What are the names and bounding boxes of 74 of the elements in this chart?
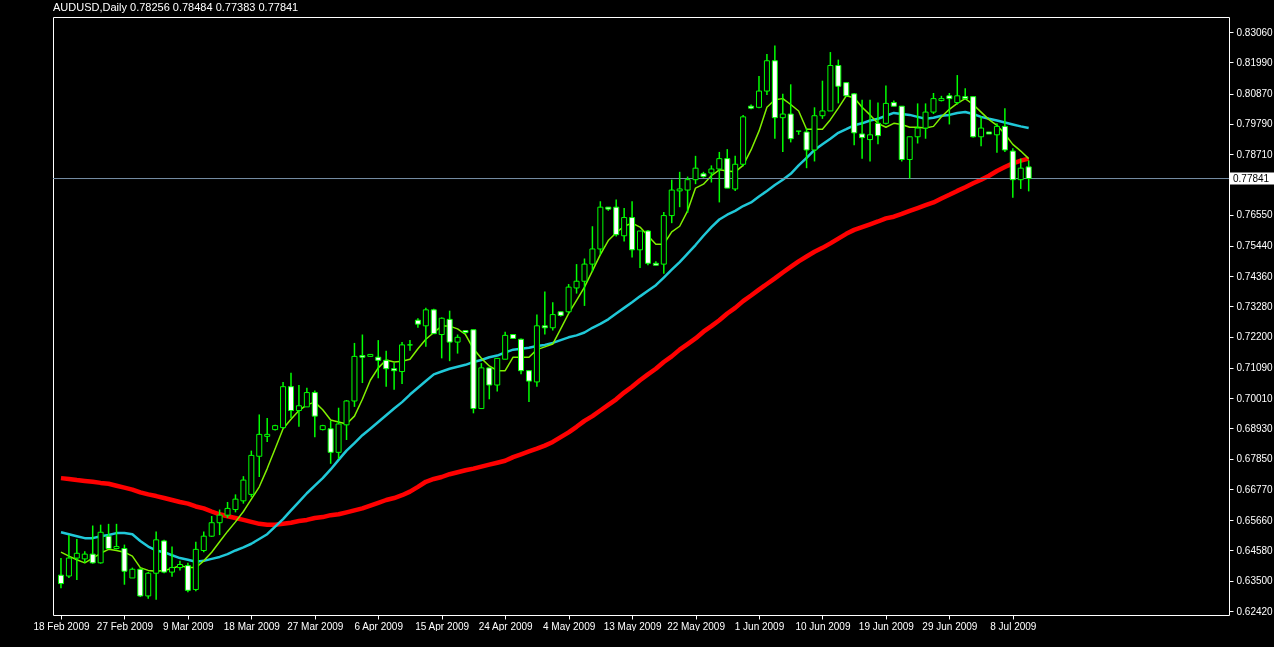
y-tick-label: 0.78710 xyxy=(1236,148,1274,160)
x-tick-label: 27 Feb 2009 xyxy=(96,620,154,632)
x-tick-label: 29 Jun 2009 xyxy=(922,620,978,632)
y-tick-label: 0.83060 xyxy=(1236,26,1274,38)
x-tick-label: 9 Mar 2009 xyxy=(163,620,215,632)
ref-line-label: 0.77841 xyxy=(1233,172,1270,184)
candlestick xyxy=(549,301,556,332)
line-series xyxy=(58,156,1031,527)
y-tick-label: 0.66770 xyxy=(1236,483,1274,495)
candlestick xyxy=(502,330,509,360)
y-tick-label: 0.75440 xyxy=(1236,240,1274,252)
candlestick xyxy=(541,290,548,336)
y-tick-label: 0.71090 xyxy=(1236,362,1274,374)
y-tick-label: 0.81990 xyxy=(1236,56,1274,68)
chart-title: AUDUSD,Daily 0.78256 0.78484 0.77383 0.77841 xyxy=(53,1,299,13)
candlestick xyxy=(1001,107,1008,153)
y-tick-label: 0.64580 xyxy=(1236,544,1274,556)
y-tick-label: 0.72200 xyxy=(1236,331,1274,343)
y-tick-label: 0.76550 xyxy=(1236,209,1274,221)
x-tick-label: 10 Jun 2009 xyxy=(795,620,851,632)
x-tick-label: 19 Jun 2009 xyxy=(858,620,915,632)
y-tick-label: 0.63500 xyxy=(1236,575,1274,587)
x-tick-label: 4 May 2009 xyxy=(542,620,596,632)
x-tick-label: 13 May 2009 xyxy=(603,620,662,632)
candlestick xyxy=(406,339,413,352)
candlestick xyxy=(859,98,866,160)
candlestick xyxy=(383,350,390,388)
candlestick xyxy=(621,207,628,243)
candlestick xyxy=(993,122,1000,154)
candlestick xyxy=(1025,159,1032,193)
candlestick xyxy=(73,538,80,581)
x-tick-label: 24 Apr 2009 xyxy=(478,620,534,632)
candlestick xyxy=(311,389,318,438)
x-tick-label: 18 Mar 2009 xyxy=(223,620,281,632)
candlestick xyxy=(303,387,310,408)
y-tick-label: 0.73280 xyxy=(1236,300,1274,312)
y-tick-label: 0.67850 xyxy=(1236,453,1274,465)
x-tick-label: 1 Jun 2009 xyxy=(734,620,785,632)
candlestick xyxy=(962,87,969,101)
candlestick xyxy=(422,307,429,348)
candlestick xyxy=(882,84,889,126)
x-tick-label: 15 Apr 2009 xyxy=(415,620,470,632)
candlestick xyxy=(755,75,762,109)
candlestick xyxy=(57,557,64,590)
x-tick-label: 6 Apr 2009 xyxy=(354,620,404,632)
candlestick xyxy=(637,230,644,269)
candlestick xyxy=(375,339,382,380)
y-tick-label: 0.80870 xyxy=(1236,88,1274,100)
x-tick-label: 22 May 2009 xyxy=(667,620,726,632)
y-tick-label: 0.74360 xyxy=(1236,270,1274,282)
candlestick xyxy=(295,384,302,428)
y-tick-label: 0.79790 xyxy=(1236,118,1274,130)
candlestick xyxy=(978,116,985,148)
candlestick xyxy=(874,101,881,146)
candlestick xyxy=(264,417,271,443)
candlestick xyxy=(430,307,437,335)
candlestick xyxy=(256,413,263,478)
candlestick xyxy=(288,371,294,419)
x-tick-label: 8 Jul 2009 xyxy=(990,620,1037,632)
candlestick xyxy=(200,530,207,553)
candlestick xyxy=(1017,157,1024,190)
x-tick-label: 27 Mar 2009 xyxy=(287,620,344,632)
candlestick xyxy=(169,545,176,578)
y-tick-label: 0.62420 xyxy=(1236,605,1274,617)
candlestick xyxy=(525,369,532,403)
candlestick xyxy=(867,98,874,163)
candlestick xyxy=(145,571,152,600)
candlestick xyxy=(391,362,398,391)
x-tick-label: 18 Feb 2009 xyxy=(33,620,90,632)
y-tick-label: 0.65660 xyxy=(1236,514,1274,526)
y-tick-label: 0.68930 xyxy=(1236,422,1274,434)
candlestick xyxy=(779,93,786,153)
candlestick xyxy=(65,534,72,579)
y-tick-label: 0.70010 xyxy=(1236,392,1274,404)
